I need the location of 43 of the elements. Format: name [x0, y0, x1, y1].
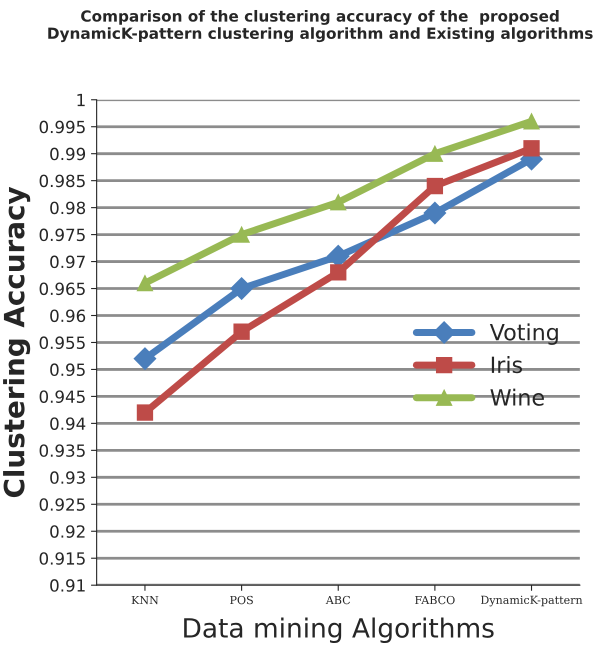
- y-tick-label: 0.94: [50, 417, 86, 430]
- y-tick-label: 0.935: [40, 444, 85, 457]
- x-tick-label: POS: [230, 596, 253, 604]
- y-tick-label: 0.97: [50, 256, 85, 268]
- x-axis-title: Data mining Algorithms: [184, 617, 494, 644]
- x-tick-label: DynamicK-pattern: [481, 596, 582, 606]
- chart-title: Comparison of the clustering accuracy of the proposed DynamicK-pattern clustering algorithm and Existing algorithms: [48, 10, 593, 42]
- point: [426, 178, 444, 194]
- y-tick-label: 0.98: [50, 202, 86, 214]
- x-tick-label: FABCO: [415, 596, 455, 604]
- y-tick-label: 0.995: [40, 120, 85, 134]
- point: [230, 277, 253, 300]
- point: [330, 264, 346, 281]
- y-tick-label: 0.985: [40, 174, 85, 188]
- y-axis-title: Clustering Accuracy: [3, 186, 30, 498]
- legend-label: Wine: [490, 388, 544, 406]
- point: [136, 404, 154, 421]
- point: [233, 226, 250, 243]
- point: [233, 324, 250, 340]
- y-tick-label: 0.925: [40, 498, 85, 511]
- y-tick-label: 0.99: [50, 148, 86, 160]
- y-tick-label: 0.93: [50, 471, 85, 484]
- legend-label: Voting: [490, 323, 558, 345]
- y-tick-label: 1: [77, 94, 85, 106]
- y-tick-label: 0.965: [40, 282, 85, 296]
- y-tick-label: 0.91: [50, 579, 85, 592]
- y-tick-label: 0.945: [40, 390, 85, 403]
- y-tick-label: 0.915: [40, 552, 85, 565]
- legend-label: Iris: [492, 356, 522, 374]
- y-tick-label: 0.975: [40, 228, 85, 242]
- point: [426, 146, 444, 162]
- y-tick-label: 0.96: [50, 309, 86, 322]
- y-tick-label: 0.95: [50, 363, 85, 376]
- point: [523, 140, 540, 156]
- point: [330, 194, 346, 210]
- y-tick-label: 0.955: [40, 336, 85, 350]
- point: [136, 274, 154, 292]
- x-tick-label: KNN: [132, 596, 158, 604]
- x-tick-label: ABC: [326, 596, 350, 604]
- point: [424, 202, 446, 224]
- point: [134, 347, 156, 370]
- y-tick-label: 0.92: [50, 525, 85, 538]
- point: [523, 113, 540, 130]
